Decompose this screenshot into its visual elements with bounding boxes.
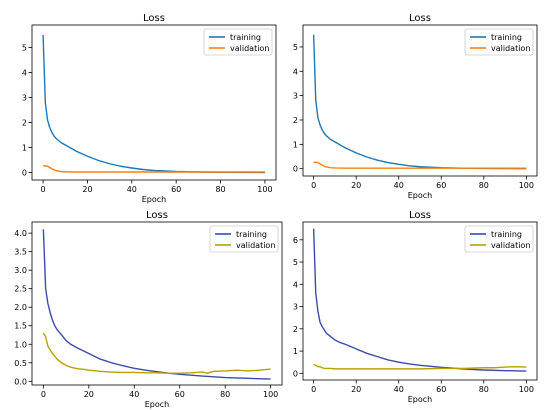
y-tick-label: 2 — [293, 116, 298, 125]
x-tick-label: 20 — [351, 385, 361, 394]
x-tick-label: 60 — [171, 185, 181, 194]
legend-label-training: training — [491, 33, 522, 42]
y-tick-label: 2 — [22, 119, 27, 128]
chart-title: Loss — [143, 13, 165, 24]
chart-panel-1: 0 20 40 60 80 100 0 1 2 3 4 5 Loss Epoch training valid… — [22, 13, 277, 204]
y-tick-label: 1.5 — [14, 322, 27, 331]
legend: training validation — [464, 225, 534, 253]
x-axis-label: Epoch — [142, 195, 167, 204]
x-tick-label: 100 — [519, 181, 534, 190]
x-tick-label: 40 — [129, 390, 139, 399]
x-axis-label: Epoch — [408, 191, 433, 200]
x-tick-label: 40 — [127, 185, 137, 194]
x-tick-label: 20 — [82, 185, 92, 194]
x-tick-label: 80 — [479, 385, 489, 394]
x-tick-label: 40 — [394, 385, 404, 394]
y-tick-label: 0.5 — [14, 359, 27, 368]
series-line-training — [42, 229, 271, 380]
x-tick-label: 60 — [175, 390, 185, 399]
x-axis-label: Epoch — [145, 400, 170, 409]
y-tick-label: 6 — [293, 236, 298, 245]
plot-frame — [302, 221, 538, 381]
x-tick-label: 80 — [479, 181, 489, 190]
x-tick-label: 60 — [436, 181, 446, 190]
plot-frame — [31, 221, 283, 386]
y-tick-label: 3 — [22, 94, 27, 103]
series-line-validation — [42, 332, 271, 374]
x-tick-label: 60 — [436, 385, 446, 394]
legend-label-validation: validation — [236, 241, 275, 250]
x-tick-label: 80 — [220, 390, 230, 399]
y-tick-label: 0.0 — [14, 377, 27, 386]
y-tick-label: 5 — [293, 43, 298, 52]
y-tick-label: 5 — [293, 258, 298, 267]
y-tick-label: 4 — [22, 69, 27, 78]
series-line-validation — [313, 161, 527, 169]
chart-panel-2: 0 20 40 60 80 100 0 1 2 3 4 5 Loss Epoch training valid… — [293, 13, 538, 200]
x-tick-label: 40 — [394, 181, 404, 190]
x-tick-label: 100 — [257, 185, 272, 194]
x-tick-label: 20 — [84, 390, 94, 399]
legend: training validation — [203, 28, 273, 56]
x-tick-label: 20 — [351, 181, 361, 190]
legend-label-validation: validation — [230, 44, 269, 53]
y-tick-label: 2.5 — [14, 285, 27, 294]
y-tick-label: 0 — [22, 169, 27, 178]
y-tick-label: 0 — [293, 369, 298, 378]
y-tick-label: 1.0 — [14, 340, 27, 349]
x-tick-label: 80 — [215, 185, 225, 194]
y-tick-label: 1 — [293, 347, 298, 356]
y-tick-label: 4.0 — [14, 229, 27, 238]
legend: training validation — [464, 28, 534, 56]
x-tick-label: 0 — [311, 385, 316, 394]
x-tick-label: 100 — [263, 390, 278, 399]
legend-label-training: training — [236, 230, 267, 239]
x-tick-label: 0 — [41, 185, 46, 194]
y-tick-label: 1 — [22, 144, 27, 153]
chart-title: Loss — [409, 13, 431, 24]
chart-title: Loss — [146, 210, 168, 221]
legend-label-validation: validation — [491, 44, 530, 53]
plot-frame — [302, 24, 538, 177]
legend-label-training: training — [491, 230, 522, 239]
legend-label-validation: validation — [491, 241, 530, 250]
y-tick-label: 3 — [293, 303, 298, 312]
y-tick-label: 3.0 — [14, 266, 27, 275]
y-tick-label: 1 — [293, 140, 298, 149]
series-line-training — [42, 34, 265, 174]
x-axis-label: Epoch — [408, 395, 433, 404]
y-tick-label: 3.5 — [14, 248, 27, 257]
y-tick-label: 2.0 — [14, 303, 27, 312]
x-tick-label: 100 — [519, 385, 534, 394]
y-tick-label: 4 — [293, 67, 298, 76]
chart-title: Loss — [409, 210, 431, 221]
x-tick-label: 0 — [311, 181, 316, 190]
y-tick-label: 0 — [293, 165, 298, 174]
x-tick-label: 0 — [41, 390, 46, 399]
legend-label-training: training — [230, 33, 261, 42]
plot-frame — [31, 24, 277, 181]
chart-panel-3: 0 20 40 60 80 100 0.0 0.5 1.0 1.5 2.0 2.5 3.0 3.5 4.0 L… — [14, 210, 283, 409]
y-tick-label: 3 — [293, 92, 298, 101]
y-tick-label: 4 — [293, 280, 298, 289]
series-line-validation — [313, 363, 527, 370]
y-tick-label: 5 — [22, 44, 27, 53]
series-line-validation — [43, 165, 265, 173]
legend: training validation — [209, 225, 279, 253]
y-tick-label: 2 — [293, 325, 298, 334]
chart-panel-4: 0 20 40 60 80 100 0 1 2 3 4 5 6 Loss Epoch training vali… — [293, 210, 538, 404]
